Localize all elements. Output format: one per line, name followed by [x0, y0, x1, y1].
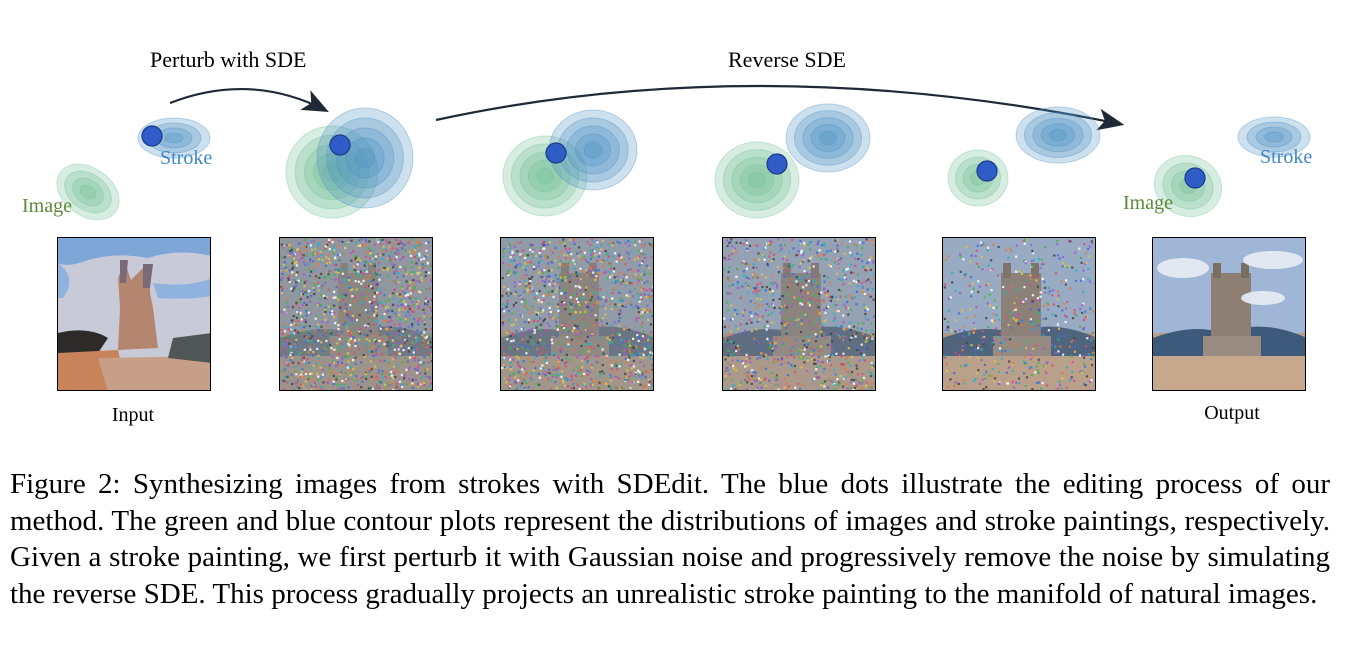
stroke-distribution: [1237, 116, 1311, 158]
image-distribution: [947, 149, 1009, 207]
image-distribution-label-left: Image: [22, 195, 72, 217]
stroke-distribution: [785, 103, 871, 173]
editing-dot: [1184, 167, 1206, 189]
editing-dot: [766, 153, 788, 175]
editing-dots: [141, 125, 1206, 189]
editing-dot: [329, 134, 351, 156]
input-label: Input: [111, 404, 155, 426]
reverse-arrow: [435, 84, 1125, 131]
caption-text: Synthesizing images from strokes with SD…: [10, 468, 1330, 610]
editing-dot: [141, 125, 163, 147]
noisy-panel-1: [279, 237, 433, 391]
image-distribution: [56, 163, 120, 221]
output-label: Output: [1204, 402, 1260, 424]
noisy-panel-2: [500, 237, 654, 391]
image-distribution: [714, 141, 800, 219]
image-distribution-label-right: Image: [1123, 192, 1173, 214]
stroke-distribution: [1015, 106, 1101, 164]
stroke-distribution: [316, 107, 414, 209]
noisy-panel-3: [722, 237, 876, 391]
noisy-panel-4: [942, 237, 1096, 391]
editing-dot: [976, 160, 998, 182]
figure-diagram: [56, 84, 1311, 221]
output-realistic-image: [1152, 237, 1306, 391]
stroke-distribution-label-left: Stroke: [160, 147, 213, 169]
image-distribution: [285, 125, 379, 219]
input-stroke-painting: [57, 237, 211, 391]
editing-dot: [545, 142, 567, 164]
stroke-distribution: [548, 109, 638, 191]
perturb-label: Perturb with SDE: [150, 47, 307, 72]
distribution-contours: [56, 103, 1311, 221]
stroke-distribution-label-right: Stroke: [1260, 146, 1313, 168]
reverse-label: Reverse SDE: [728, 47, 846, 72]
figure-caption: Figure 2: Synthesizing images from strok…: [10, 466, 1330, 612]
perturb-arrow: [169, 87, 329, 112]
caption-prefix: Figure 2:: [10, 468, 121, 500]
